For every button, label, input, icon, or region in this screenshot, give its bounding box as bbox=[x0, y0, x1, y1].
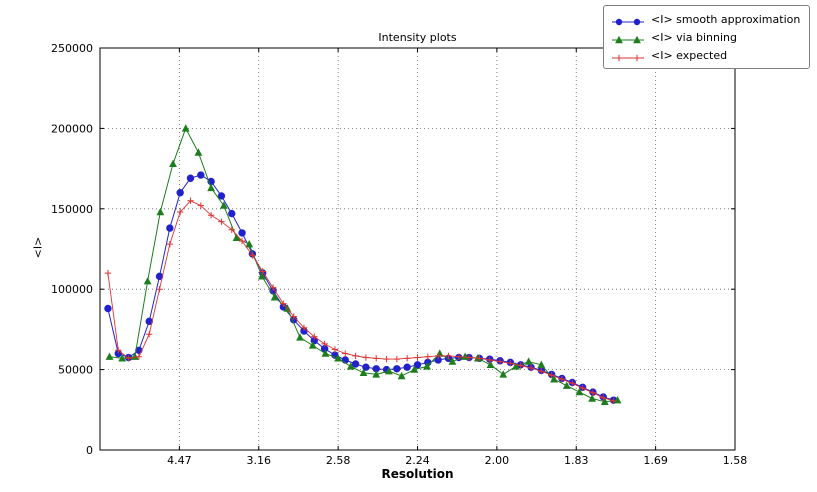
legend-item-smooth-approximation: <I> smooth approximation bbox=[611, 11, 800, 27]
legend-label: <I> via binning bbox=[651, 30, 737, 44]
legend-label: <I> smooth approximation bbox=[651, 12, 801, 26]
legend: <I> smooth approximation <I> via binning… bbox=[603, 5, 811, 69]
series-1 bbox=[105, 124, 622, 405]
y-tick-label: 200000 bbox=[51, 122, 93, 135]
legend-item-expected: <I> expected bbox=[611, 47, 800, 63]
chart-title: Intensity plots bbox=[378, 31, 457, 44]
x-tick-label: 3.16 bbox=[247, 454, 272, 467]
y-tick-label: 50000 bbox=[58, 364, 93, 377]
legend-label: <I> expected bbox=[651, 48, 728, 62]
legend-item-via-binning: <I> via binning bbox=[611, 29, 800, 45]
x-tick-label: 2.58 bbox=[326, 454, 351, 467]
x-tick-label: 1.83 bbox=[564, 454, 589, 467]
y-axis-ticks: 0 50000 100000 150000 200000 250000 bbox=[51, 42, 735, 457]
x-tick-label: 2.00 bbox=[485, 454, 510, 467]
x-axis-ticks: 4.47 3.16 2.58 2.24 2.00 1.83 1.69 1.58 bbox=[167, 48, 747, 467]
legend-sample-circle-icon bbox=[611, 13, 645, 26]
grid-lines bbox=[100, 47, 736, 451]
legend-sample-plus-icon bbox=[611, 49, 645, 62]
x-tick-label: 1.58 bbox=[723, 454, 748, 467]
legend-sample-triangle-icon bbox=[611, 31, 645, 44]
x-tick-label: 2.24 bbox=[405, 454, 430, 467]
x-tick-label: 4.47 bbox=[167, 454, 192, 467]
x-axis-label: Resolution bbox=[381, 467, 454, 481]
y-tick-label: 0 bbox=[86, 444, 93, 457]
y-tick-label: 150000 bbox=[51, 203, 93, 216]
series-0 bbox=[104, 171, 618, 404]
y-tick-label: 250000 bbox=[51, 42, 93, 55]
x-tick-label: 1.69 bbox=[643, 454, 668, 467]
series-2 bbox=[104, 197, 617, 405]
y-axis-label: <I> bbox=[31, 236, 45, 259]
y-tick-label: 100000 bbox=[51, 283, 93, 296]
